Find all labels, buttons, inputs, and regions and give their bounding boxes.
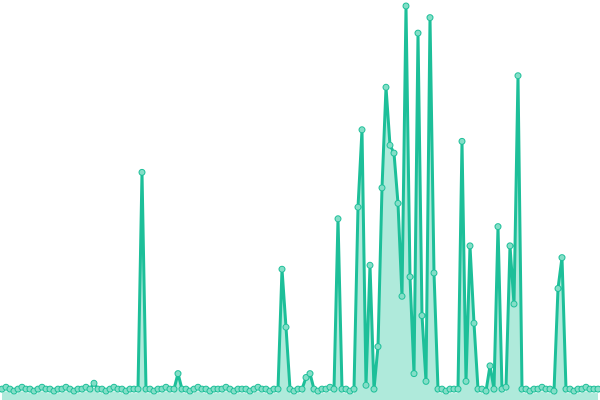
data-point [386, 141, 394, 149]
data-point [278, 265, 286, 273]
data-point [470, 319, 478, 327]
data-point [374, 343, 382, 351]
data-point [494, 223, 502, 231]
data-point [378, 184, 386, 192]
data-point [402, 2, 410, 10]
data-point [394, 199, 402, 207]
data-point [462, 377, 470, 385]
data-point [134, 385, 142, 393]
line-layer [1, 4, 598, 393]
data-point [274, 385, 282, 393]
data-point [306, 370, 314, 378]
data-point [430, 269, 438, 277]
data-point [330, 385, 338, 393]
data-point [354, 203, 362, 211]
data-point [506, 242, 514, 250]
data-point [490, 385, 498, 393]
data-point [170, 385, 178, 393]
data-point [366, 261, 374, 269]
data-point [594, 385, 600, 393]
data-point [410, 370, 418, 378]
data-point [514, 72, 522, 80]
data-point [414, 29, 422, 37]
data-point [334, 215, 342, 223]
data-point [510, 300, 518, 308]
data-point [454, 385, 462, 393]
data-point [426, 14, 434, 22]
data-point [86, 385, 94, 393]
data-point [362, 381, 370, 389]
data-point [298, 385, 306, 393]
data-point [370, 385, 378, 393]
data-point [390, 149, 398, 157]
series-line [1, 4, 598, 393]
data-point [282, 323, 290, 331]
data-point [418, 312, 426, 320]
data-point [486, 362, 494, 370]
data-point [358, 126, 366, 134]
data-point [398, 292, 406, 300]
data-point [482, 387, 490, 395]
data-point [406, 273, 414, 281]
data-point [382, 83, 390, 91]
data-point [422, 377, 430, 385]
data-point [350, 385, 358, 393]
data-point [458, 137, 466, 145]
data-point [174, 370, 182, 378]
data-point [558, 254, 566, 262]
data-point [90, 379, 98, 387]
data-point [466, 242, 474, 250]
data-point [138, 168, 146, 176]
data-point [502, 383, 510, 391]
data-point [550, 387, 558, 395]
data-point [554, 285, 562, 292]
